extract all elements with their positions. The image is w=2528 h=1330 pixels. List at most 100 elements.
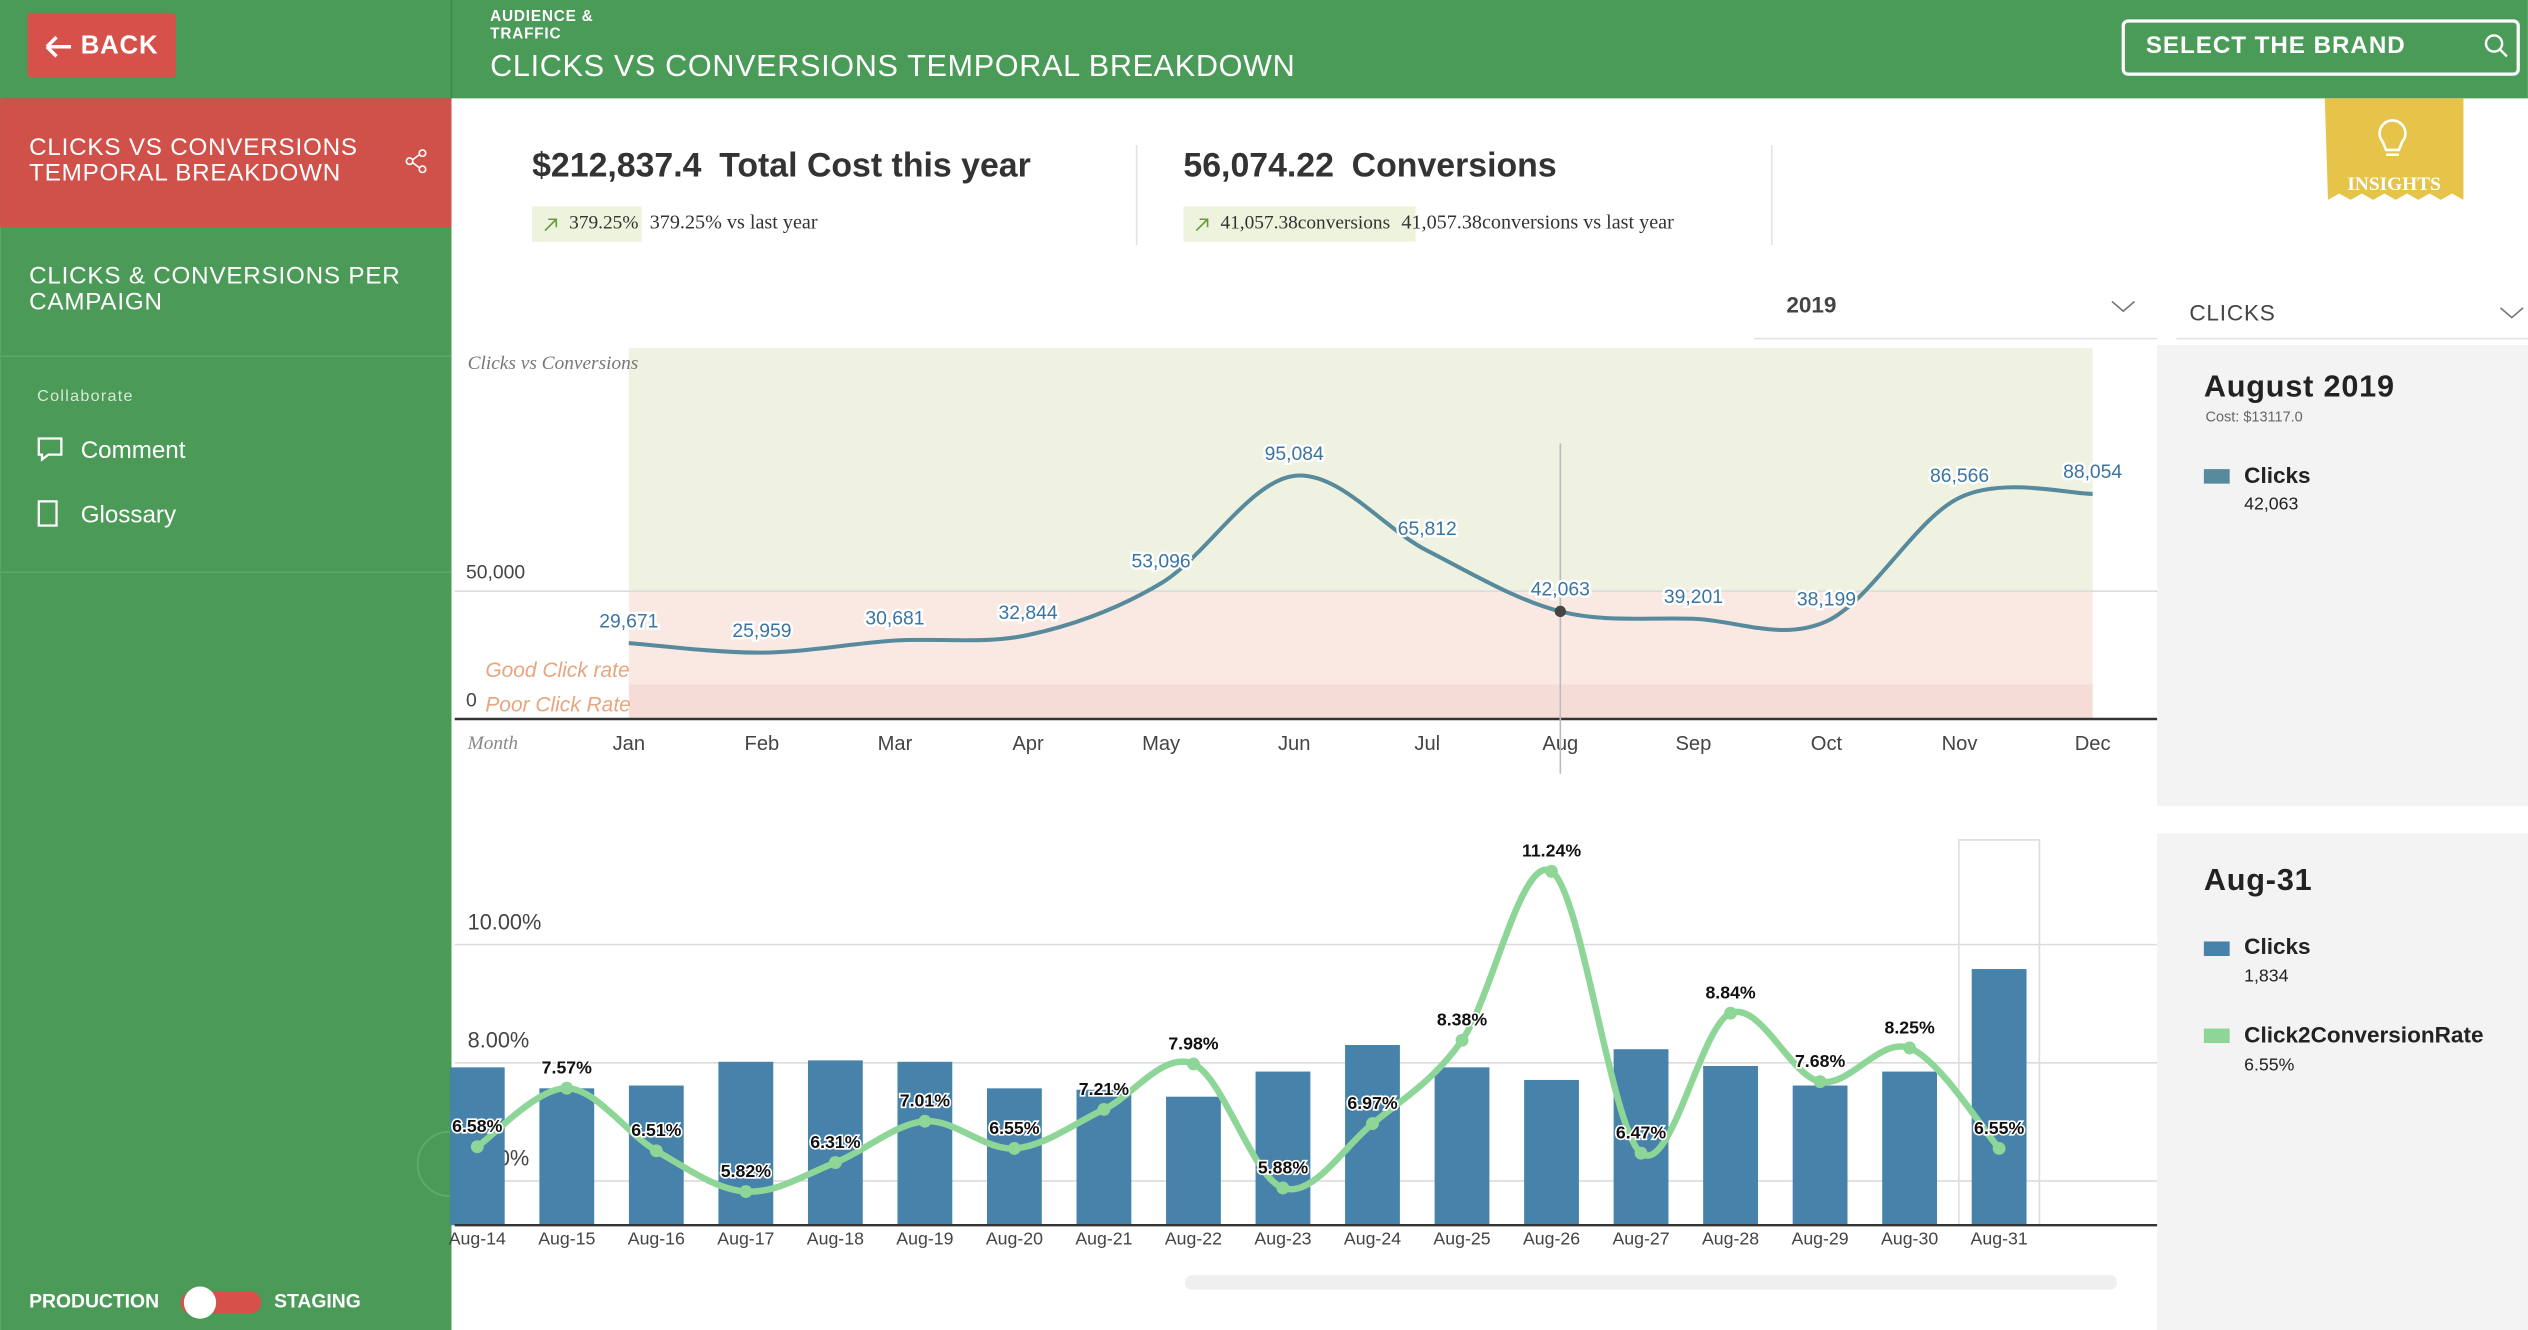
data-label: 7.21% xyxy=(1079,1079,1129,1099)
bar xyxy=(1345,1045,1400,1226)
y-tick-label: 10.00% xyxy=(468,909,542,934)
band xyxy=(628,348,2093,592)
point xyxy=(1276,1181,1290,1195)
data-label: 95,084 xyxy=(1265,443,1324,465)
x-axis-label: Month xyxy=(467,733,518,754)
comment-icon xyxy=(37,437,63,462)
x-tick-label: Aug-24 xyxy=(1344,1228,1401,1248)
charts: Good Click rate Poor Click Rate 0 50,000 Cli… xyxy=(449,348,2158,1248)
point xyxy=(1186,1057,1200,1071)
data-label: 29,671 xyxy=(599,610,658,632)
kpi-change: 379.25% xyxy=(569,213,638,234)
toggle-left-label: PRODUCTION xyxy=(29,1291,159,1313)
point xyxy=(1366,1117,1379,1131)
band xyxy=(628,684,2093,720)
data-label: 42,063 xyxy=(1531,579,1590,601)
search-icon xyxy=(2499,49,2508,58)
toggle-knob xyxy=(183,1286,217,1319)
point xyxy=(1545,864,1558,878)
comment-link: Comment xyxy=(81,437,186,464)
legend-label: Click2ConversionRate xyxy=(2244,1023,2483,1048)
bar xyxy=(1703,1065,1758,1226)
kpi-comparison: 379.25% vs last year xyxy=(650,212,818,234)
point xyxy=(1903,1041,1917,1055)
chevron[interactable] xyxy=(2499,307,2524,319)
chevron[interactable] xyxy=(2111,300,2136,313)
x-tick-label: Jun xyxy=(1278,733,1310,755)
brand-select[interactable] xyxy=(2121,19,2520,76)
point xyxy=(560,1081,574,1095)
data-label: 7.57% xyxy=(542,1058,592,1078)
bar xyxy=(1255,1071,1311,1226)
back-icon xyxy=(45,35,72,58)
x-tick-label: Aug-21 xyxy=(1075,1228,1132,1248)
brand-select-label: SELECT THE BRAND xyxy=(2146,32,2406,59)
point xyxy=(1992,1141,2006,1155)
point xyxy=(1554,605,1566,618)
change-chip xyxy=(1183,206,1416,242)
x-tick-label: Oct xyxy=(1811,733,1843,755)
bar xyxy=(807,1060,863,1226)
glossary-icon xyxy=(37,500,58,527)
nav-text: CLICKS & CONVERSIONS PER CAMPAIGN xyxy=(29,264,401,316)
x-tick-label: Aug-25 xyxy=(1433,1228,1490,1248)
year-filter: 2019 xyxy=(1786,292,1836,317)
data-label: 5.82% xyxy=(721,1161,771,1181)
x-tick-label: Sep xyxy=(1675,733,1711,755)
toggle-right-label: STAGING xyxy=(274,1291,361,1313)
data-label: 6.31% xyxy=(810,1132,860,1152)
bar xyxy=(897,1061,953,1226)
x-tick-label: Aug-29 xyxy=(1792,1228,1849,1248)
scrollbar[interactable] xyxy=(1185,1275,2117,1290)
data-label: 6.51% xyxy=(631,1120,681,1140)
x-tick-label: Feb xyxy=(745,733,780,755)
tooltip-value: 42,063 xyxy=(2244,493,2298,513)
bar xyxy=(718,1061,774,1226)
collaborate-label: Collaborate xyxy=(37,387,134,405)
data-label: 25,959 xyxy=(732,620,791,642)
bar xyxy=(1613,1049,1669,1226)
x-tick-label: May xyxy=(1142,733,1181,755)
nav-item[interactable]: CLICKS VS CONVERSIONS TEMPORAL BREAKDOWN xyxy=(29,135,384,199)
bar xyxy=(1166,1096,1221,1226)
data-label: 8.84% xyxy=(1705,982,1755,1002)
back-button[interactable] xyxy=(27,12,176,78)
data-label: 7.98% xyxy=(1168,1033,1218,1053)
x-tick-label: Aug-17 xyxy=(717,1228,774,1248)
point xyxy=(1724,1006,1738,1020)
bar xyxy=(1882,1071,1938,1226)
x-tick-label: Aug-18 xyxy=(807,1228,864,1248)
x-tick-label: Apr xyxy=(1012,733,1044,755)
tooltip-cost: Cost: $13117.0 xyxy=(2205,409,2302,425)
data-label: 6.58% xyxy=(452,1116,502,1136)
tooltip-panel xyxy=(2157,833,2528,1330)
x-tick-label: Aug-30 xyxy=(1881,1228,1938,1248)
line xyxy=(628,473,2093,655)
nav-item[interactable]: CLICKS & CONVERSIONS PER CAMPAIGN xyxy=(29,264,416,328)
data-label: 8.25% xyxy=(1884,1017,1934,1037)
x-tick-label: Jan xyxy=(613,733,645,755)
band-label: Poor Click Rate xyxy=(485,694,630,717)
x-tick-label: Aug-14 xyxy=(449,1228,506,1248)
x-tick-label: Aug-16 xyxy=(628,1228,685,1248)
x-tick-label: Aug-27 xyxy=(1612,1228,1669,1248)
search-icon xyxy=(2484,34,2504,53)
kpi-label: Conversions xyxy=(1352,147,1557,185)
data-label: 32,844 xyxy=(998,602,1057,624)
point xyxy=(739,1185,753,1198)
data-label: 6.97% xyxy=(1347,1093,1397,1113)
band-label: Good Click rate xyxy=(485,659,629,682)
x-tick-label: Aug-31 xyxy=(1971,1228,2028,1248)
bar xyxy=(1971,969,2027,1226)
section-label: AUDIENCE & TRAFFIC xyxy=(490,8,593,43)
data-label: 65,812 xyxy=(1398,518,1457,540)
nav-active[interactable] xyxy=(0,98,452,228)
bar xyxy=(986,1088,1042,1226)
nav-text: CLICKS VS CONVERSIONS TEMPORAL BREAKDOWN xyxy=(29,135,358,188)
data-label: 11.24% xyxy=(1522,841,1581,861)
x-tick-label: Nov xyxy=(1942,733,1978,755)
point xyxy=(828,1156,842,1170)
data-label: 30,681 xyxy=(865,608,924,630)
up-arrow xyxy=(544,218,558,232)
